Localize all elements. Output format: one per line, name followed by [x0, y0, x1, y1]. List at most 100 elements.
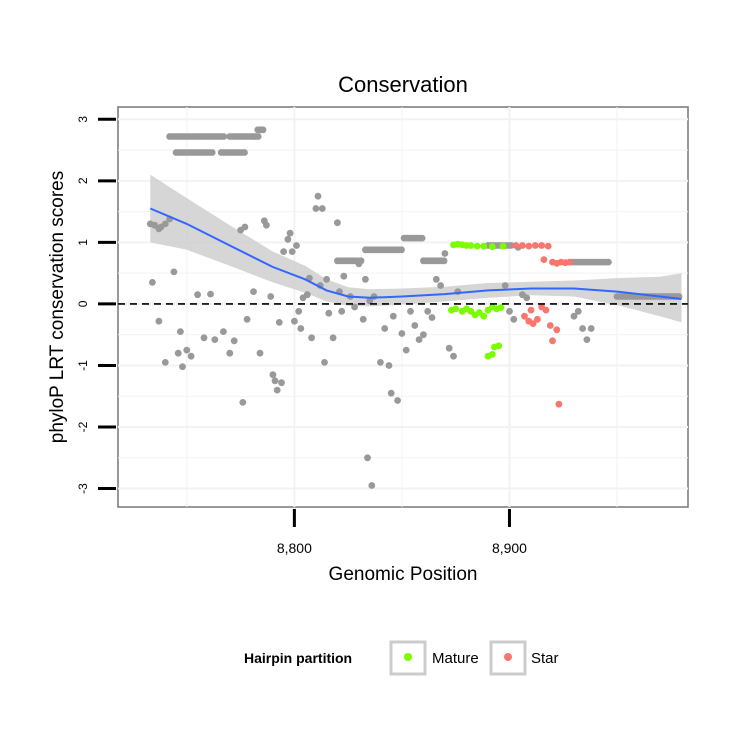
data-point-other: [155, 317, 163, 325]
data-point-other: [583, 336, 591, 343]
data-point-mature: [480, 242, 488, 250]
data-point-star: [519, 242, 526, 249]
legend-item-star: Star: [489, 640, 559, 676]
plot-panel: [117, 106, 689, 508]
y-tick-label: -1: [76, 360, 90, 371]
data-point-other: [211, 336, 219, 343]
data-point-other: [174, 349, 182, 357]
data-point-other: [286, 229, 294, 237]
data-point-other: [241, 149, 248, 156]
data-point-other: [161, 359, 169, 366]
data-point-star: [538, 242, 546, 249]
data-point-other: [387, 389, 395, 397]
y-tick-label: 0: [76, 300, 90, 307]
data-point-other: [394, 397, 401, 404]
smooth-fit-line: [149, 207, 682, 300]
confidence-ribbon: [150, 174, 682, 323]
data-point-other: [288, 248, 296, 256]
data-point-mature: [497, 304, 505, 311]
data-point-star: [529, 320, 537, 327]
data-point-other: [523, 294, 531, 302]
data-point-other: [256, 349, 264, 357]
data-point-other: [415, 336, 423, 343]
data-point-star: [544, 242, 552, 250]
data-point-star: [521, 312, 528, 320]
data-point-other: [398, 246, 405, 254]
data-point-other: [200, 334, 208, 342]
data-point-other: [411, 322, 419, 329]
legend-key-mature: [389, 640, 427, 676]
axes: -3 -2 -1 0 1 2 3 8,800 8,900: [76, 116, 527, 556]
data-point-other: [340, 272, 348, 280]
data-point-other: [445, 344, 453, 352]
data-point-other: [207, 290, 214, 298]
data-point-mature: [488, 351, 496, 358]
data-point-other: [230, 337, 238, 345]
data-point-other: [364, 454, 371, 462]
data-point-other: [170, 268, 178, 276]
data-point-other: [441, 250, 449, 257]
data-point-other: [312, 205, 320, 212]
data-point-other: [368, 482, 376, 489]
data-point-other: [323, 275, 330, 283]
data-point-other: [432, 275, 440, 283]
data-point-other: [226, 349, 234, 357]
data-point-mature: [495, 342, 503, 350]
data-point-other: [570, 312, 578, 320]
smooth-line-layer: [149, 207, 682, 300]
y-tick-label: 3: [76, 116, 90, 123]
legend-title: Hairpin partition: [244, 650, 352, 666]
data-point-other: [291, 317, 298, 325]
data-point-other: [370, 293, 378, 300]
data-point-other: [574, 307, 582, 315]
data-point-star: [549, 337, 556, 345]
data-point-other: [362, 275, 369, 283]
chart-title: Conservation: [338, 72, 468, 97]
y-tick-label: 2: [76, 177, 90, 184]
x-tick-label: 8,800: [277, 540, 312, 556]
data-point-other: [501, 282, 509, 289]
data-point-other: [354, 257, 362, 265]
data-point-other: [325, 309, 333, 317]
data-point-mature: [499, 242, 507, 250]
data-point-other: [194, 291, 202, 299]
data-point-mature: [452, 305, 460, 313]
data-point-other: [177, 328, 184, 335]
data-point-other: [308, 334, 315, 342]
data-point-other: [321, 359, 328, 366]
data-point-other: [407, 307, 414, 315]
data-point-other: [271, 377, 279, 385]
data-point-other: [297, 325, 305, 332]
data-point-other: [318, 205, 326, 212]
data-point-other: [254, 133, 262, 140]
data-point-other: [179, 363, 186, 371]
data-point-other: [398, 330, 406, 337]
data-point-other: [267, 293, 275, 300]
data-point-other: [437, 282, 444, 289]
data-point-other: [303, 291, 311, 299]
data-point-other: [220, 133, 228, 140]
legend: Hairpin partition Mature Star: [244, 640, 559, 676]
data-point-other: [334, 219, 341, 227]
y-tick-label: -3: [76, 483, 90, 494]
data-point-other: [243, 315, 251, 323]
data-point-other: [506, 307, 513, 315]
data-point-other: [278, 379, 285, 387]
y-axis-label: phyloP LRT conservation scores: [47, 171, 68, 444]
data-point-other: [440, 257, 448, 265]
data-point-mature: [473, 242, 481, 250]
data-point-other: [275, 319, 283, 326]
data-point-other: [420, 331, 427, 339]
data-point-star: [546, 322, 554, 329]
data-point-other: [389, 312, 397, 320]
data-point-other: [259, 126, 267, 134]
data-point-mature: [480, 312, 488, 320]
data-point-other: [510, 315, 518, 323]
data-point-star: [555, 400, 563, 408]
points-layer: [146, 126, 683, 489]
data-point-other: [220, 328, 227, 335]
data-point-other: [269, 371, 277, 379]
data-point-star: [553, 326, 561, 334]
data-point-other: [183, 346, 191, 354]
